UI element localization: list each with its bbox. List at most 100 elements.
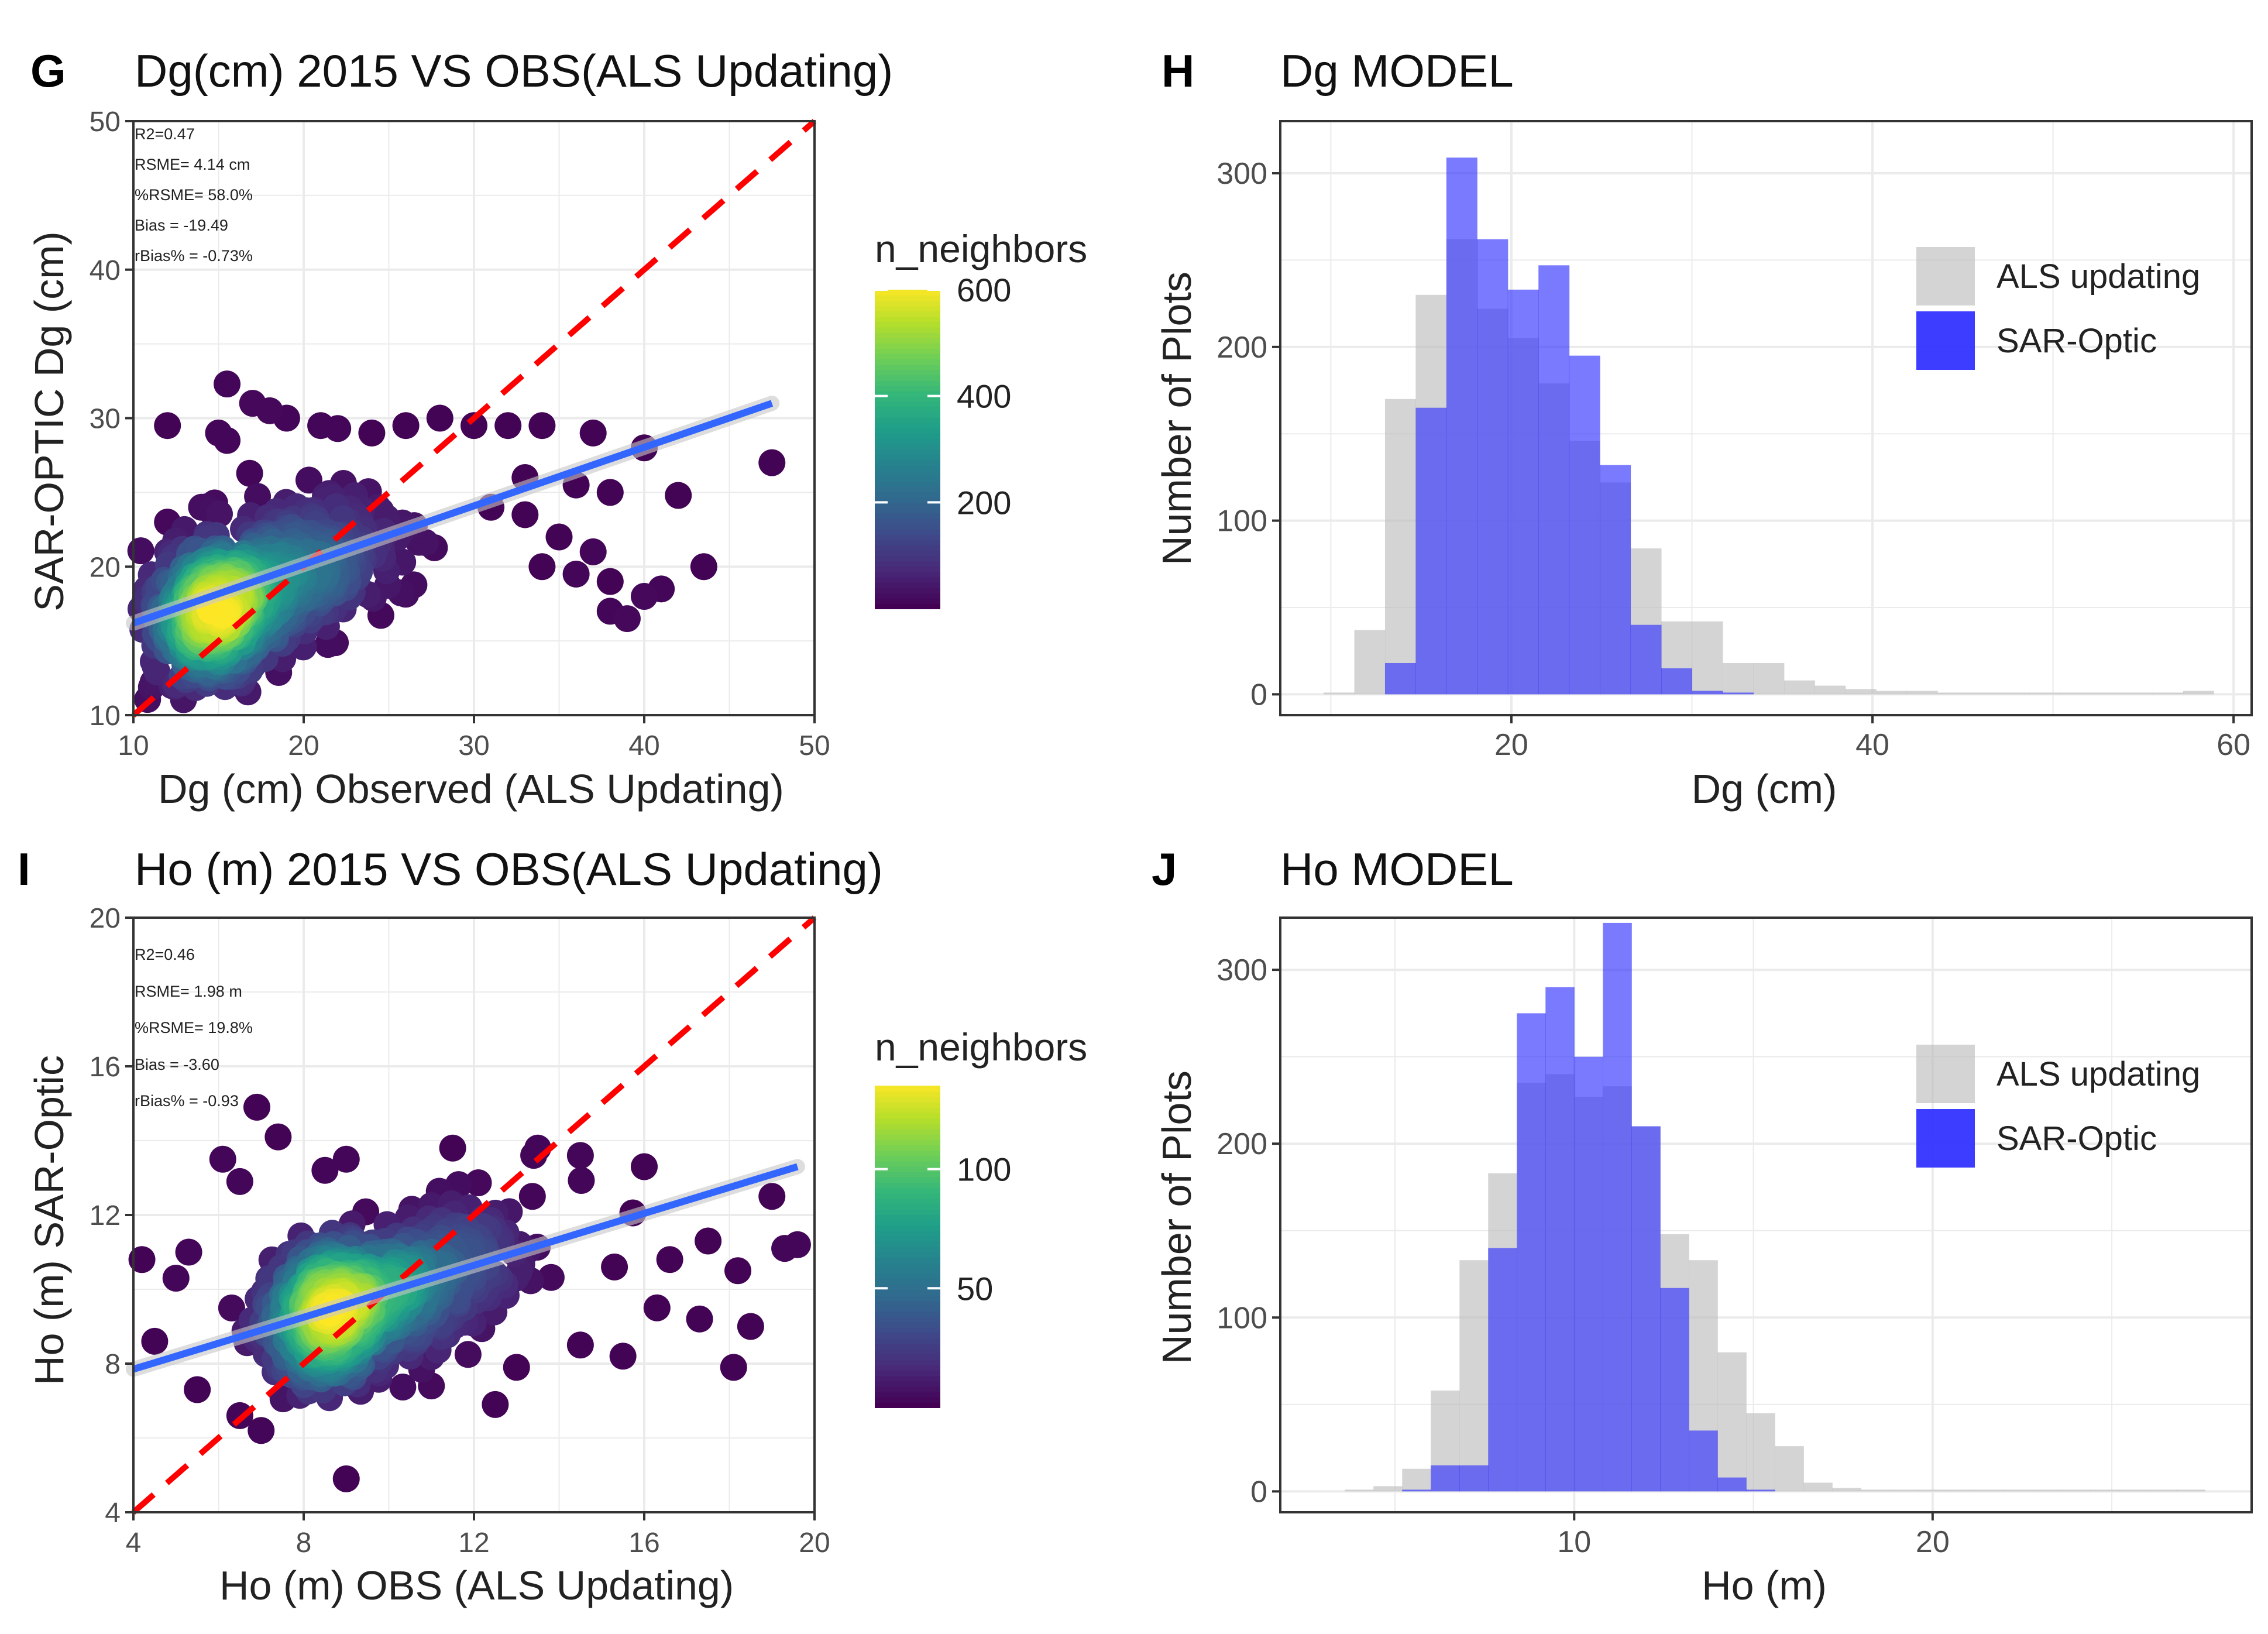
scatter-point bbox=[218, 1294, 245, 1321]
scatter-point bbox=[596, 479, 624, 506]
y-tick-label: 30 bbox=[90, 404, 121, 435]
histogram-bar-als bbox=[2152, 692, 2184, 695]
colorbar-segment bbox=[875, 454, 940, 461]
histogram-bar-sar bbox=[1569, 355, 1600, 695]
colorbar-segment bbox=[875, 1268, 940, 1274]
histogram-bar-sar bbox=[1507, 289, 1539, 695]
colorbar-segment bbox=[875, 1101, 940, 1108]
colorbar-segment bbox=[875, 1091, 940, 1097]
histogram-bar-sar bbox=[1631, 1126, 1661, 1492]
colorbar-segment bbox=[875, 1311, 940, 1317]
scatter-point bbox=[690, 553, 717, 581]
colorbar-segment bbox=[875, 587, 940, 593]
colorbar-segment bbox=[875, 1295, 940, 1301]
scatter-point bbox=[426, 404, 453, 432]
colorbar-segment bbox=[875, 1279, 940, 1285]
colorbar-segment bbox=[875, 576, 940, 583]
colorbar-segment bbox=[875, 337, 940, 344]
histogram-bar-als bbox=[2090, 1489, 2119, 1492]
histogram-bar-als bbox=[1803, 1482, 1833, 1492]
colorbar-segment bbox=[875, 423, 940, 429]
panel-h-y-axis-title: Number of Plots bbox=[1154, 272, 1200, 565]
scatter-point bbox=[643, 1294, 671, 1321]
histogram-bar-als bbox=[1832, 1488, 1861, 1492]
scatter-point bbox=[439, 1134, 466, 1162]
colorbar-segment bbox=[875, 305, 940, 312]
colorbar-segment bbox=[875, 475, 940, 482]
histogram-bar-sar bbox=[1545, 987, 1575, 1492]
colorbar-segment bbox=[875, 470, 940, 476]
panel-g-colorbar: n_neighbors bbox=[875, 227, 1087, 270]
scatter-point bbox=[771, 1235, 799, 1262]
scatter-point bbox=[256, 397, 283, 424]
stat-r2: R2=0.46 bbox=[135, 946, 195, 963]
colorbar-segment bbox=[875, 1107, 940, 1113]
x-tick-label: 20 bbox=[1916, 1525, 1950, 1559]
colorbar-segment bbox=[875, 390, 940, 397]
y-tick-label: 0 bbox=[1250, 1475, 1267, 1509]
histogram-series bbox=[1384, 157, 1754, 695]
colorbar-segment bbox=[875, 1144, 940, 1151]
panel-label-i: I bbox=[18, 843, 30, 895]
scatter-point bbox=[324, 415, 352, 442]
histogram-bar-als bbox=[1845, 689, 1877, 695]
colorbar-segment bbox=[875, 1402, 940, 1408]
stat-bias: Bias = -3.60 bbox=[135, 1056, 219, 1073]
stat-rsme: RSME= 4.14 cm bbox=[135, 156, 250, 173]
panel-g-stats: R2=0.47 RSME= 4.14 cm %RSME= 58.0% Bias … bbox=[135, 125, 253, 265]
colorbar-segment bbox=[875, 385, 940, 392]
scatter-point bbox=[579, 538, 607, 565]
colorbar-segment bbox=[875, 1354, 940, 1360]
colorbar-segment bbox=[875, 364, 940, 370]
colorbar-segment bbox=[875, 1096, 940, 1103]
panel-i-y-axis-title: Ho (m) SAR-Optic bbox=[26, 1055, 72, 1385]
scatter-point bbox=[205, 500, 233, 528]
x-tick-label: 10 bbox=[118, 730, 149, 761]
colorbar-segment bbox=[875, 1289, 940, 1296]
scatter-point bbox=[566, 1331, 594, 1359]
scatter-point bbox=[248, 1417, 275, 1444]
panel-g-title: Dg(cm) 2015 VS OBS(ALS Updating) bbox=[135, 45, 893, 97]
colorbar-segment bbox=[875, 396, 940, 402]
colorbar-segment bbox=[875, 411, 940, 418]
scatter-point bbox=[154, 412, 181, 440]
x-tick-label: 40 bbox=[1855, 728, 1889, 762]
scatter-point bbox=[332, 1465, 360, 1492]
histogram-bar-als bbox=[2029, 692, 2061, 695]
panel-h: 20 40 60 0 100 200 300 H Dg MODEL Dg (cm) Numb… bbox=[1154, 45, 2253, 812]
histogram-bar-als bbox=[1906, 691, 1938, 695]
x-tick-label: 20 bbox=[288, 730, 319, 761]
histogram-bar-als bbox=[1815, 685, 1846, 695]
y-tick-label: 300 bbox=[1217, 953, 1267, 987]
colorbar-segment bbox=[875, 342, 940, 349]
colorbar-segment bbox=[875, 1359, 940, 1365]
colorbar-segment bbox=[875, 369, 940, 376]
panel-g-y-axis-title: SAR-OPTIC Dg (cm) bbox=[26, 231, 72, 611]
scatter-point bbox=[127, 537, 154, 565]
y-tick-label: 16 bbox=[90, 1052, 121, 1083]
fit-line bbox=[132, 400, 774, 627]
histogram-bar-sar bbox=[1600, 465, 1631, 695]
scatter-point bbox=[528, 553, 556, 581]
histogram-bar-als bbox=[1324, 692, 1355, 695]
scatter-point bbox=[214, 370, 241, 398]
colorbar-segment bbox=[875, 459, 940, 466]
colorbar-segment bbox=[875, 1182, 940, 1189]
scatter-point bbox=[226, 1168, 253, 1195]
panel-label-h: H bbox=[1162, 45, 1194, 97]
scatter-point bbox=[162, 1264, 190, 1292]
histogram-bar-als bbox=[1345, 1489, 1374, 1492]
histogram-bar-als bbox=[2061, 1489, 2091, 1492]
scatter-point bbox=[392, 412, 420, 440]
legend-h-sar-key bbox=[1916, 311, 1975, 370]
scatter-point bbox=[511, 501, 539, 528]
panel-border bbox=[1279, 120, 2253, 716]
panel-i-colorbar: n_neighbors bbox=[875, 1025, 1087, 1069]
scatter-point bbox=[518, 1183, 546, 1210]
scatter-point bbox=[503, 1354, 530, 1381]
panel-j-y-axis-title: Number of Plots bbox=[1154, 1070, 1200, 1364]
scatter-point bbox=[209, 1145, 236, 1173]
fit-line bbox=[132, 1163, 799, 1373]
